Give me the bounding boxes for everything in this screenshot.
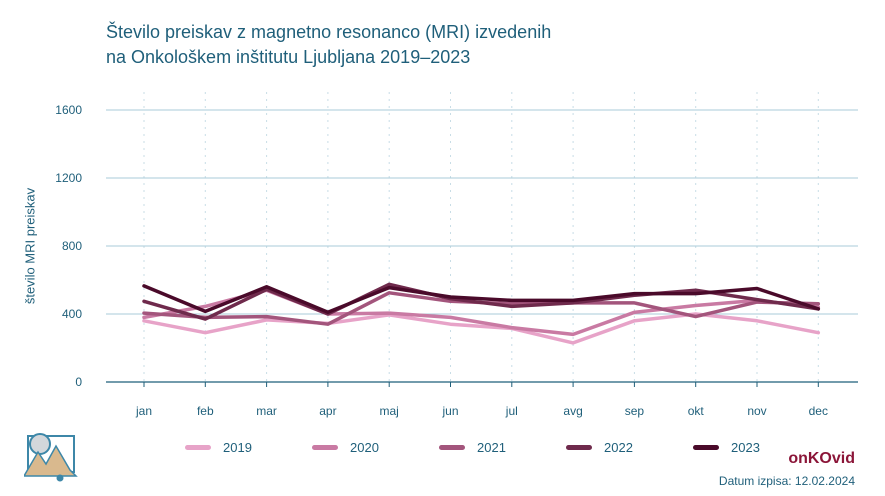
x-tick-label: jul bbox=[505, 404, 518, 418]
y-tick-label: 0 bbox=[75, 375, 82, 389]
legend-swatch bbox=[185, 444, 211, 450]
x-tick-label: dec bbox=[809, 404, 828, 418]
legend-item-2023: 2023 bbox=[693, 436, 760, 458]
legend-label: 2023 bbox=[731, 439, 760, 455]
x-tick-label: jan bbox=[135, 404, 152, 418]
y-tick-label: 1600 bbox=[55, 103, 82, 117]
x-tick-label: sep bbox=[625, 404, 645, 418]
legend-item-2022: 2022 bbox=[566, 436, 633, 458]
series-line-2023 bbox=[142, 284, 821, 315]
x-tick-label: jun bbox=[441, 404, 458, 418]
chart-title: Število preiskav z magnetno resonanco (M… bbox=[106, 20, 806, 70]
x-tick-label: okt bbox=[688, 404, 705, 418]
legend-label: 2019 bbox=[223, 439, 252, 455]
legend-label: 2022 bbox=[604, 439, 633, 455]
legend-swatch bbox=[312, 444, 338, 450]
x-tick-label: mar bbox=[256, 404, 277, 418]
brand-label: onKOvid bbox=[788, 450, 855, 467]
legend-label: 2020 bbox=[350, 439, 379, 455]
x-tick-label: nov bbox=[747, 404, 766, 418]
x-tick-label: maj bbox=[380, 404, 399, 418]
x-tick-label: apr bbox=[319, 404, 336, 418]
legend-swatch bbox=[439, 444, 465, 450]
chart-title-line-1: Število preiskav z magnetno resonanco (M… bbox=[106, 22, 552, 42]
y-tick-label: 800 bbox=[62, 239, 82, 253]
legend-swatch bbox=[566, 444, 592, 450]
legend-swatch bbox=[693, 444, 719, 450]
legend-item-2021: 2021 bbox=[439, 436, 506, 458]
legend-item-2019: 2019 bbox=[185, 436, 252, 458]
y-tick-label: 400 bbox=[62, 307, 82, 321]
legend-item-2020: 2020 bbox=[312, 436, 379, 458]
legend-label: 2021 bbox=[477, 439, 506, 455]
x-tick-label: feb bbox=[197, 404, 214, 418]
y-tick-label: 1200 bbox=[55, 171, 82, 185]
chart-title-line-2: na Onkološkem inštitutu Ljubljana 2019–2… bbox=[106, 47, 471, 67]
print-date: Datum izpisa: 12.02.2024 bbox=[718, 474, 855, 488]
onkovid-logo-icon bbox=[24, 433, 78, 482]
x-tick-label: avg bbox=[563, 404, 582, 418]
